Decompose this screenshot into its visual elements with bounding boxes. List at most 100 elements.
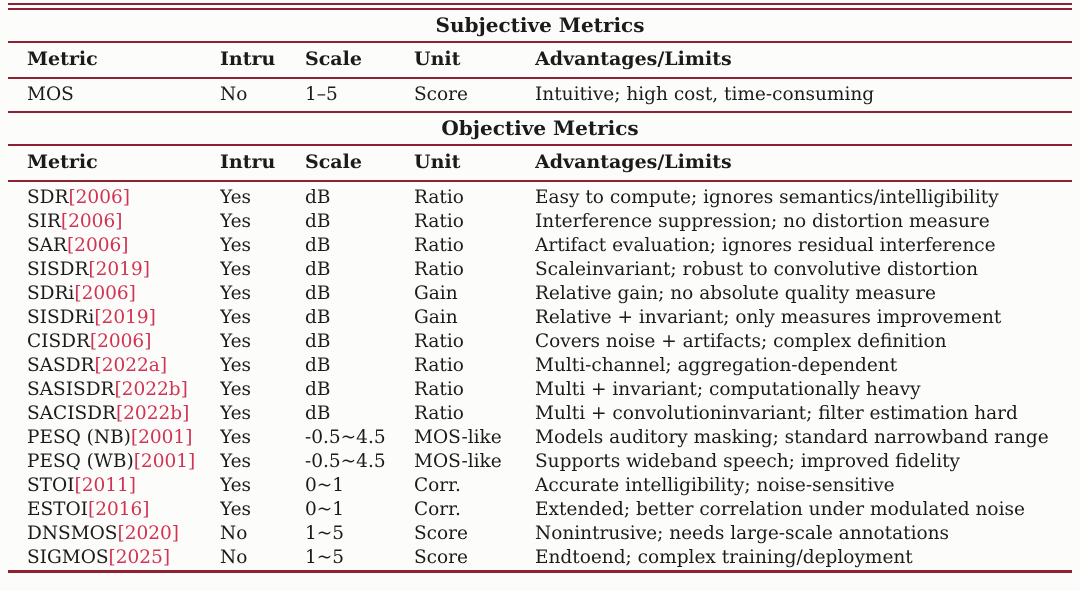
unit-cell: Score: [414, 522, 468, 544]
metric-cell: SACISDR[2022b]: [8, 402, 220, 426]
citation-link[interactable]: [2006]: [66, 234, 129, 256]
scale-cell: dB: [305, 330, 331, 352]
intru-cell: Yes: [220, 282, 252, 304]
scale-cell: 0~1: [305, 474, 345, 496]
intru-cell: Yes: [220, 258, 252, 280]
metric-cell: CISDR[2006]: [8, 330, 220, 354]
intru-cell: Yes: [220, 306, 252, 328]
metric-name: PESQ (NB): [27, 426, 131, 448]
table-row-sir: SIR[2006] Yes dB Ratio Interference supp…: [8, 210, 1072, 234]
table-row-cisdr: CISDR[2006] Yes dB Ratio Covers noise + …: [8, 330, 1072, 354]
intru-cell: Yes: [220, 402, 252, 424]
scale-cell: dB: [305, 402, 331, 424]
advantages-cell: Multi + invariant; computationally heavy: [535, 378, 921, 400]
metric-name: SISDRi: [27, 306, 95, 328]
citation-link[interactable]: [2019]: [94, 306, 156, 328]
subjective-header-row: Metric Intru Scale Unit Advantages/Limit…: [8, 42, 1073, 79]
metrics-table-container: Subjective Metrics Metric Intru Scale Un…: [8, 3, 1073, 573]
objective-header-row: Metric Intru Scale Unit Advantages/Limit…: [8, 145, 1073, 182]
metric-cell: SDRi[2006]: [8, 282, 220, 306]
scale-cell: 0~1: [305, 498, 345, 520]
intru-cell: Yes: [220, 186, 252, 208]
scale-cell: dB: [305, 378, 331, 400]
metric-name: SDR: [27, 186, 69, 208]
metric-name: SACISDR: [27, 402, 116, 424]
advantages-cell: Nonintrusive; needs large-scale annotati…: [535, 522, 950, 544]
intru-cell: Yes: [220, 450, 252, 472]
advantages-cell: Relative + invariant; only measures impr…: [535, 306, 1002, 328]
advantages-cell: Interference suppression; no distortion …: [535, 210, 990, 232]
scale-cell: 1–5: [305, 78, 414, 113]
citation-link[interactable]: [2006]: [60, 210, 123, 232]
unit-cell: Ratio: [414, 258, 464, 280]
advantages-cell: Covers noise + artifacts; complex defini…: [535, 330, 947, 352]
citation-link[interactable]: [2022a]: [94, 354, 168, 376]
citation-link[interactable]: [2022b]: [115, 402, 190, 424]
header-advantages-limits: Advantages/Limits: [535, 42, 1073, 79]
advantages-cell: Intuitive; high cost, time-consuming: [535, 78, 1073, 113]
intru-cell: No: [220, 546, 248, 568]
intru-cell: Yes: [220, 234, 252, 256]
metric-cell: SDR[2006]: [8, 181, 220, 210]
advantages-cell: Supports wideband speech; improved fidel…: [535, 450, 960, 472]
citation-link[interactable]: [2001]: [133, 450, 196, 472]
unit-cell: Gain: [414, 306, 458, 328]
metric-cell: SISDRi[2019]: [8, 306, 220, 330]
citation-link[interactable]: [2020]: [117, 522, 180, 544]
header-intru: Intru: [220, 145, 305, 182]
metric-name: SASDR: [27, 354, 95, 376]
citation-link[interactable]: [2016]: [88, 498, 150, 520]
citation-link[interactable]: [2025]: [108, 546, 171, 568]
citation-link[interactable]: [2022b]: [114, 378, 188, 400]
citation-link[interactable]: [2006]: [89, 330, 152, 352]
table-row-sasdr: SASDR[2022a] Yes dB Ratio Multi-channel;…: [8, 354, 1072, 378]
advantages-cell: Accurate intelligibility; noise-sensitiv…: [535, 474, 895, 496]
advantages-cell: Extended; better correlation under modul…: [535, 498, 1025, 520]
citation-link[interactable]: [2011]: [74, 474, 137, 496]
table-row-sacisdr: SACISDR[2022b] Yes dB Ratio Multi + conv…: [8, 402, 1072, 426]
unit-cell: Ratio: [414, 378, 464, 400]
table-row-pesq-nb: PESQ (NB)[2001] Yes -0.5~4.5 MOS-like Mo…: [8, 426, 1072, 450]
scale-cell: dB: [305, 234, 331, 256]
metric-cell: DNSMOS[2020]: [8, 522, 220, 546]
metric-name: CISDR: [27, 330, 90, 352]
intru-cell: Yes: [220, 378, 252, 400]
metric-name: SDRi: [27, 282, 75, 304]
intru-cell: Yes: [220, 354, 252, 376]
metric-cell: STOI[2011]: [8, 474, 220, 498]
table-row-dnsmos: DNSMOS[2020] No 1~5 Score Nonintrusive; …: [8, 522, 1072, 546]
header-unit: Unit: [414, 145, 535, 182]
metric-cell: MOS: [8, 78, 220, 113]
scale-cell: dB: [305, 186, 331, 208]
unit-cell: MOS-like: [414, 426, 502, 448]
header-scale: Scale: [305, 145, 414, 182]
unit-cell: Score: [414, 78, 535, 113]
unit-cell: Ratio: [414, 186, 464, 208]
metric-name: PESQ (WB): [27, 450, 134, 472]
metric-cell: SASDR[2022a]: [8, 354, 220, 378]
metric-cell: SIR[2006]: [8, 210, 220, 234]
header-unit: Unit: [414, 42, 535, 79]
citation-link[interactable]: [2001]: [130, 426, 193, 448]
scale-cell: 1~5: [305, 546, 345, 568]
table-row-sigmos: SIGMOS[2025] No 1~5 Score Endtoend; comp…: [8, 546, 1072, 572]
objective-metrics-heading: Objective Metrics: [8, 112, 1073, 146]
metric-cell: PESQ (WB)[2001]: [8, 450, 220, 474]
scale-cell: dB: [305, 258, 331, 280]
advantages-cell: Models auditory masking; standard narrow…: [535, 426, 1049, 448]
citation-link[interactable]: [2006]: [68, 186, 130, 208]
unit-cell: Gain: [414, 282, 458, 304]
advantages-cell: Scaleinvariant; robust to convolutive di…: [535, 258, 979, 280]
metric-name: ESTOI: [27, 498, 88, 520]
scale-cell: dB: [305, 354, 331, 376]
unit-cell: Ratio: [414, 402, 464, 424]
table-row-pesq-wb: PESQ (WB)[2001] Yes -0.5~4.5 MOS-like Su…: [8, 450, 1072, 474]
metric-name: SASISDR: [27, 378, 115, 400]
metric-cell: SASISDR[2022b]: [8, 378, 220, 402]
table-row-sisdri: SISDRi[2019] Yes dB Gain Relative + inva…: [8, 306, 1072, 330]
metric-name: STOI: [27, 474, 75, 496]
citation-link[interactable]: [2019]: [88, 258, 150, 280]
header-intru: Intru: [220, 42, 305, 79]
citation-link[interactable]: [2006]: [74, 282, 136, 304]
table-row-sdr: SDR[2006] Yes dB Ratio Easy to compute; …: [8, 181, 1072, 210]
